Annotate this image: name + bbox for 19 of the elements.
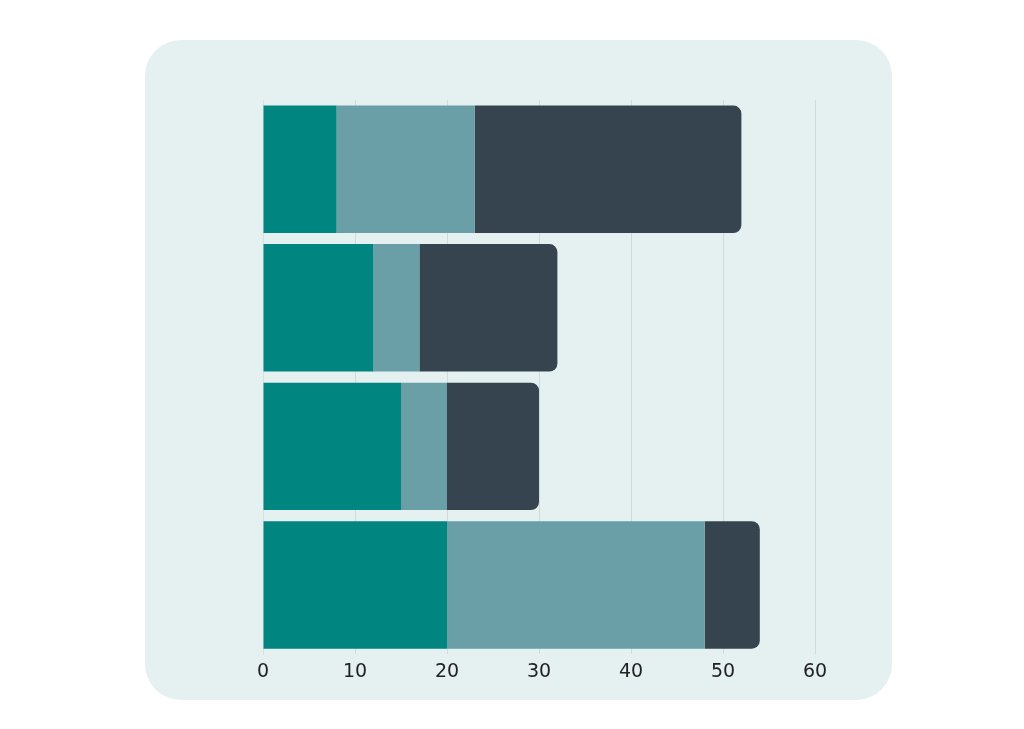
bar — [263, 244, 374, 372]
bar — [263, 105, 337, 234]
x-tick-label: 40 — [618, 658, 644, 681]
bar — [263, 521, 447, 649]
bar — [401, 382, 447, 511]
x-tick-label: 50 — [710, 658, 736, 681]
bar — [704, 521, 760, 649]
x-tick-label: 0 — [256, 658, 270, 681]
bar — [447, 521, 705, 649]
x-tick-label: 60 — [802, 658, 828, 681]
bar — [419, 244, 558, 372]
bar — [373, 244, 420, 372]
x-tick-label: 20 — [434, 658, 460, 681]
bar — [263, 382, 401, 511]
bar — [447, 382, 539, 511]
x-tick-label: 30 — [526, 658, 552, 681]
bar — [474, 105, 742, 234]
x-tick-label: 10 — [342, 658, 368, 681]
bar — [336, 105, 475, 234]
